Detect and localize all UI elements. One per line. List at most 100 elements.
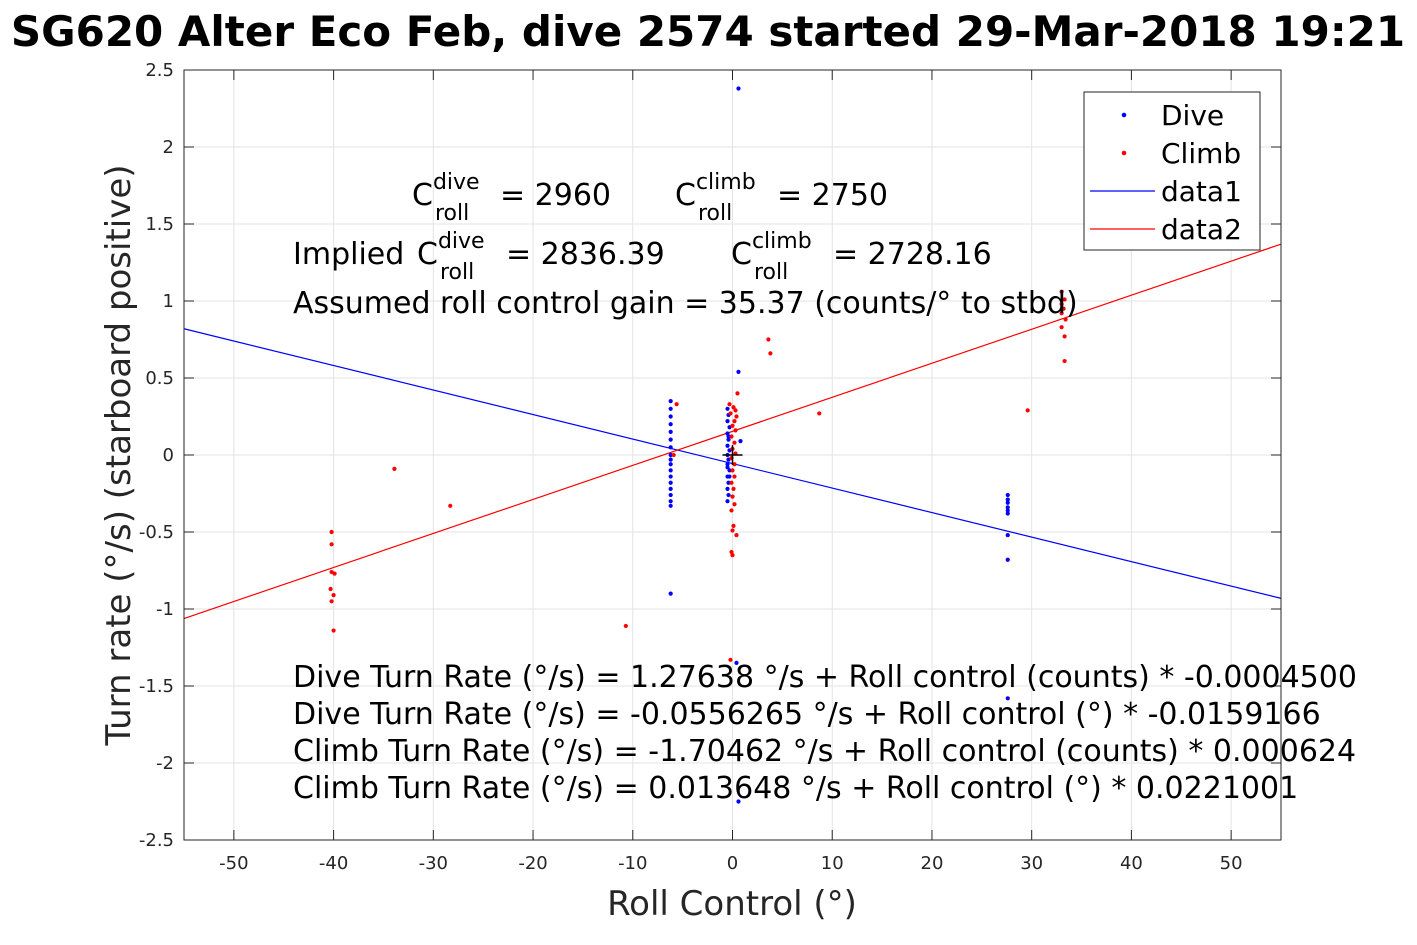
y-tick-label: 1 bbox=[163, 291, 174, 312]
climb-point bbox=[733, 428, 738, 433]
climb-point bbox=[732, 419, 737, 424]
climb-point bbox=[328, 586, 333, 592]
climb-point bbox=[817, 411, 822, 416]
dive-point bbox=[725, 406, 730, 411]
climb-point bbox=[329, 529, 334, 535]
climb-point bbox=[1063, 317, 1068, 322]
x-tick-label: -20 bbox=[518, 853, 547, 874]
climb-point bbox=[731, 486, 736, 491]
x-tick-label: 20 bbox=[921, 853, 944, 874]
climb-point bbox=[730, 423, 735, 428]
climb-point bbox=[731, 523, 736, 528]
climb-point bbox=[671, 452, 676, 458]
c-roll-dive-value: = 2960 bbox=[500, 178, 611, 213]
y-axis-label: Turn rate (°/s) (starboard positive) bbox=[99, 164, 139, 746]
dive-point bbox=[1005, 505, 1010, 510]
dive-point bbox=[734, 660, 739, 666]
climb-point bbox=[768, 351, 773, 356]
y-tick-label: 1.5 bbox=[145, 214, 174, 235]
climb-point bbox=[448, 503, 453, 508]
dive-point bbox=[668, 474, 673, 479]
y-tick-label: -2 bbox=[156, 753, 174, 774]
climb-point bbox=[732, 474, 737, 479]
dive-point bbox=[668, 414, 673, 419]
dive-point bbox=[738, 439, 743, 444]
climb-point bbox=[1059, 301, 1064, 307]
dive-point bbox=[1005, 500, 1010, 505]
dive-point bbox=[668, 462, 673, 467]
dive-point bbox=[668, 492, 673, 498]
dive-point bbox=[668, 422, 673, 427]
climb-point bbox=[1059, 311, 1064, 316]
data-points bbox=[328, 86, 1068, 804]
legend-box bbox=[1083, 91, 1261, 251]
legend-marker-climb bbox=[1121, 150, 1127, 156]
climb-point bbox=[730, 468, 735, 473]
climb-point bbox=[766, 337, 771, 342]
dive-point bbox=[1005, 511, 1010, 516]
x-tick-label: -40 bbox=[319, 853, 348, 874]
dive-point bbox=[668, 457, 673, 462]
climb-point bbox=[734, 414, 739, 419]
climb-point bbox=[1062, 358, 1067, 364]
dive-point bbox=[727, 468, 732, 473]
climb-point bbox=[735, 391, 740, 396]
fit-line-data2 bbox=[183, 243, 1282, 620]
dive-point bbox=[668, 429, 673, 434]
annotation-c-roll: Cdive roll = 2960 Cclimb roll = 2750 Implied… bbox=[293, 170, 1357, 806]
climb-point bbox=[392, 466, 397, 471]
y-tick-label: -2.5 bbox=[139, 830, 174, 851]
dive-point bbox=[726, 434, 731, 439]
dive-point bbox=[668, 399, 673, 404]
dive-point bbox=[1005, 532, 1010, 538]
c-roll-climb-sup: climb bbox=[696, 170, 756, 195]
climb-point bbox=[331, 593, 336, 598]
legend-label: data1 bbox=[1161, 175, 1242, 208]
legend-label: Climb bbox=[1161, 137, 1241, 170]
dive-point bbox=[668, 437, 673, 442]
implied-dive-prefix: C bbox=[417, 237, 438, 272]
climb-point bbox=[730, 494, 735, 499]
dive-point bbox=[668, 499, 673, 504]
implied-dive-value: = 2836.39 bbox=[506, 237, 665, 272]
implied-dive-sub: roll bbox=[440, 260, 474, 285]
x-axis-label: Roll Control (°) bbox=[607, 884, 857, 924]
climb-point bbox=[332, 571, 337, 576]
dive-point bbox=[725, 462, 730, 467]
y-tick-label: 0.5 bbox=[145, 368, 174, 389]
dive-point bbox=[725, 486, 730, 491]
dive-point bbox=[668, 486, 673, 491]
x-tick-label: 0 bbox=[727, 853, 738, 874]
climb-point bbox=[728, 657, 733, 662]
equation-climb-degrees: Climb Turn Rate (°/s) = 0.013648 °/s + R… bbox=[293, 771, 1298, 806]
equation-dive-counts: Dive Turn Rate (°/s) = 1.27638 °/s + Rol… bbox=[293, 660, 1357, 695]
legend-label: data2 bbox=[1161, 213, 1242, 246]
y-tick-label: -1 bbox=[156, 599, 174, 620]
dive-point bbox=[668, 452, 673, 458]
dive-point bbox=[726, 492, 731, 498]
climb-point bbox=[734, 532, 739, 538]
c-roll-climb-value: = 2750 bbox=[777, 178, 888, 213]
dive-point bbox=[668, 468, 673, 473]
x-tick-label: -50 bbox=[219, 853, 248, 874]
equation-climb-counts: Climb Turn Rate (°/s) = -1.70462 °/s + R… bbox=[293, 734, 1356, 769]
dive-point bbox=[1005, 557, 1010, 562]
climb-point bbox=[732, 502, 737, 507]
y-tick-label: 2 bbox=[163, 137, 174, 158]
climb-point bbox=[1062, 297, 1067, 302]
dive-point bbox=[736, 86, 741, 91]
dive-point bbox=[725, 419, 730, 424]
implied-climb-prefix: C bbox=[731, 237, 752, 272]
x-tick-label: 30 bbox=[1020, 853, 1043, 874]
climb-point bbox=[1061, 306, 1066, 311]
climb-point bbox=[728, 411, 733, 416]
dive-point bbox=[725, 499, 730, 504]
legend: Dive Climb data1 data2 bbox=[1083, 91, 1261, 251]
climb-point bbox=[733, 408, 738, 413]
dive-point bbox=[1005, 508, 1010, 513]
